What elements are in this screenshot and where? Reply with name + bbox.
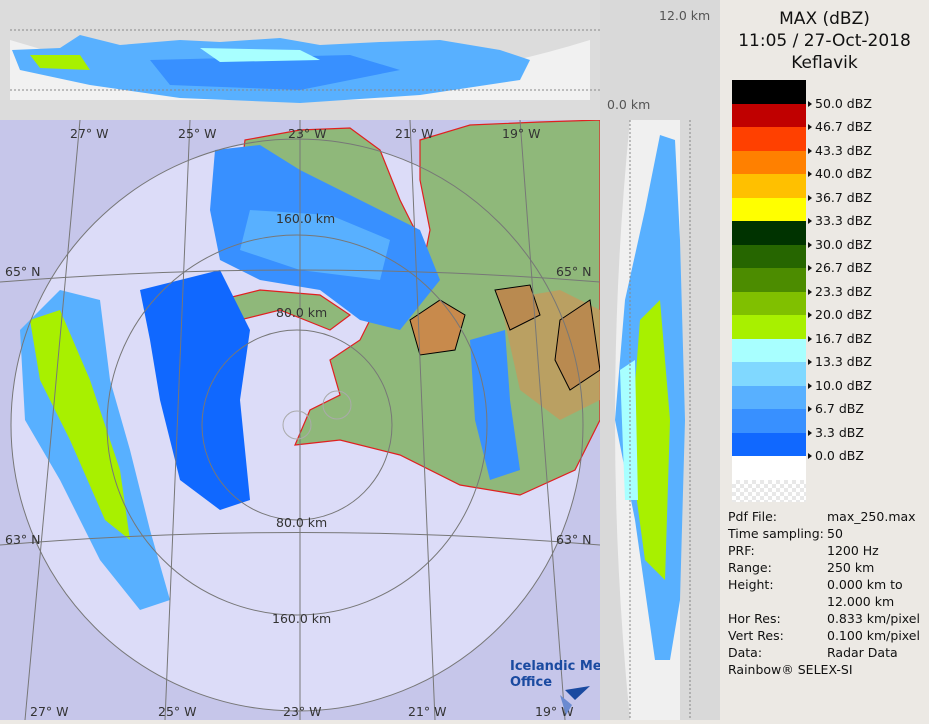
info-value: 50 [827,526,843,541]
legend-color-band [732,174,806,198]
info-key: Pdf File: [728,509,777,524]
info-value: max_250.max [827,509,916,524]
lat-label: 65° N [5,264,40,279]
range-ring-label: 160.0 km [272,611,331,626]
info-row: 12.000 km [728,593,920,610]
imo-logo: Icelandic Met Office [510,659,608,715]
range-ring-label: 80.0 km [276,515,327,530]
lon-label-bottom: 21° W [408,704,447,719]
info-row: Data: Radar Data [728,644,920,661]
lon-label-top: 27° W [70,126,109,141]
lat-label: 63° N [556,532,591,547]
vertical-cross-section-side [600,120,720,720]
info-value: 250 km [827,560,875,575]
info-row: Height: 0.000 km to [728,576,920,593]
product-title: MAX (dBZ) [779,9,870,29]
legend-label: 0.0 dBZ [808,448,864,463]
info-row: Time sampling: 50 [728,525,920,542]
legend-label: 43.3 dBZ [808,143,872,158]
legend-color-band [732,80,806,104]
info-value: 1200 Hz [827,543,879,558]
cross-section-ns-chart [615,120,691,720]
svg-text:Icelandic Met: Icelandic Met [510,659,600,674]
legend-color-band [732,268,806,292]
legend-label: 33.3 dBZ [808,213,872,228]
radar-map[interactable]: 27° W 25° W 23° W 21° W 19° W 27° W 25° … [0,119,608,721]
info-row: Vert Res: 0.100 km/pixel [728,627,920,644]
info-value: 12.000 km [827,594,895,609]
lon-label-bottom: 23° W [283,704,322,719]
range-ring-label: 80.0 km [276,305,327,320]
legend-color-band [732,456,806,480]
legend-label: 10.0 dBZ [808,378,872,393]
info-key [728,593,827,610]
info-row: Range: 250 km [728,559,920,576]
legend-label: 3.3 dBZ [808,425,864,440]
lon-label-top: 19° W [502,126,541,141]
info-value: Radar Data [827,645,898,660]
lat-label: 63° N [5,532,40,547]
cross-section-bottom-height-label: 0.0 km [607,97,651,112]
info-key: Hor Res: [728,611,781,626]
info-value: 0.833 km/pixel [827,611,920,626]
lon-label-bottom: 25° W [158,704,197,719]
legend-label: 50.0 dBZ [808,96,872,111]
datetime: 11:05 / 27-Oct-2018 [738,31,911,51]
legend-color-band [732,150,806,175]
legend-color-band [732,197,806,222]
legend-color-band [732,362,806,386]
legend-color-band [732,103,806,128]
lon-label-bottom: 27° W [30,704,69,719]
legend-color-band [732,432,806,457]
info-value: 0.100 km/pixel [827,628,920,643]
vertical-cross-section-top: 12.0 km 0.0 km [0,0,720,120]
legend-color-band [732,315,806,339]
info-row: Pdf File: max_250.max [728,508,920,525]
info-key: Vert Res: [728,628,784,643]
legend-color-band [732,409,806,433]
lon-label-top: 25° W [178,126,217,141]
info-row: PRF: 1200 Hz [728,542,920,559]
legend-color-band [732,127,806,151]
footer-credit: Rainbow® SELEX-SI [728,662,853,677]
legend-color-band [732,385,806,410]
info-key: Time sampling: [728,526,824,541]
legend-label: 23.3 dBZ [808,284,872,299]
info-value: 0.000 km to [827,577,903,592]
lon-label-top: 21° W [395,126,434,141]
info-key: Data: [728,645,763,660]
site-name: Keflavik [791,53,858,73]
legend-color-band [732,221,806,245]
lon-label-top: 23° W [288,126,327,141]
info-panel: MAX (dBZ) 11:05 / 27-Oct-2018 Keflavik 5… [720,0,929,720]
legend-label: 26.7 dBZ [808,260,872,275]
legend-label: 46.7 dBZ [808,119,872,134]
legend-label: 40.0 dBZ [808,166,872,181]
legend-nodata-band [732,479,806,502]
info-key: Height: [728,577,774,592]
legend-label: 20.0 dBZ [808,307,872,322]
product-info: Pdf File: max_250.max Time sampling: 50 PRF:… [728,508,920,661]
info-key: Range: [728,560,772,575]
info-row: Hor Res: 0.833 km/pixel [728,610,920,627]
range-ring-label: 160.0 km [276,211,335,226]
legend-label: 36.7 dBZ [808,190,872,205]
legend-color-band [732,291,806,316]
svg-text:Office: Office [510,675,552,690]
legend-color-band [732,338,806,363]
legend-label: 16.7 dBZ [808,331,872,346]
info-key: PRF: [728,543,755,558]
lat-label: 65° N [556,264,591,279]
cross-section-top-height-label: 12.0 km [659,8,711,23]
legend-color-band [732,244,806,269]
legend-label: 13.3 dBZ [808,354,872,369]
cross-section-ew-chart [0,0,720,120]
legend-label: 6.7 dBZ [808,401,864,416]
legend-label: 30.0 dBZ [808,237,872,252]
